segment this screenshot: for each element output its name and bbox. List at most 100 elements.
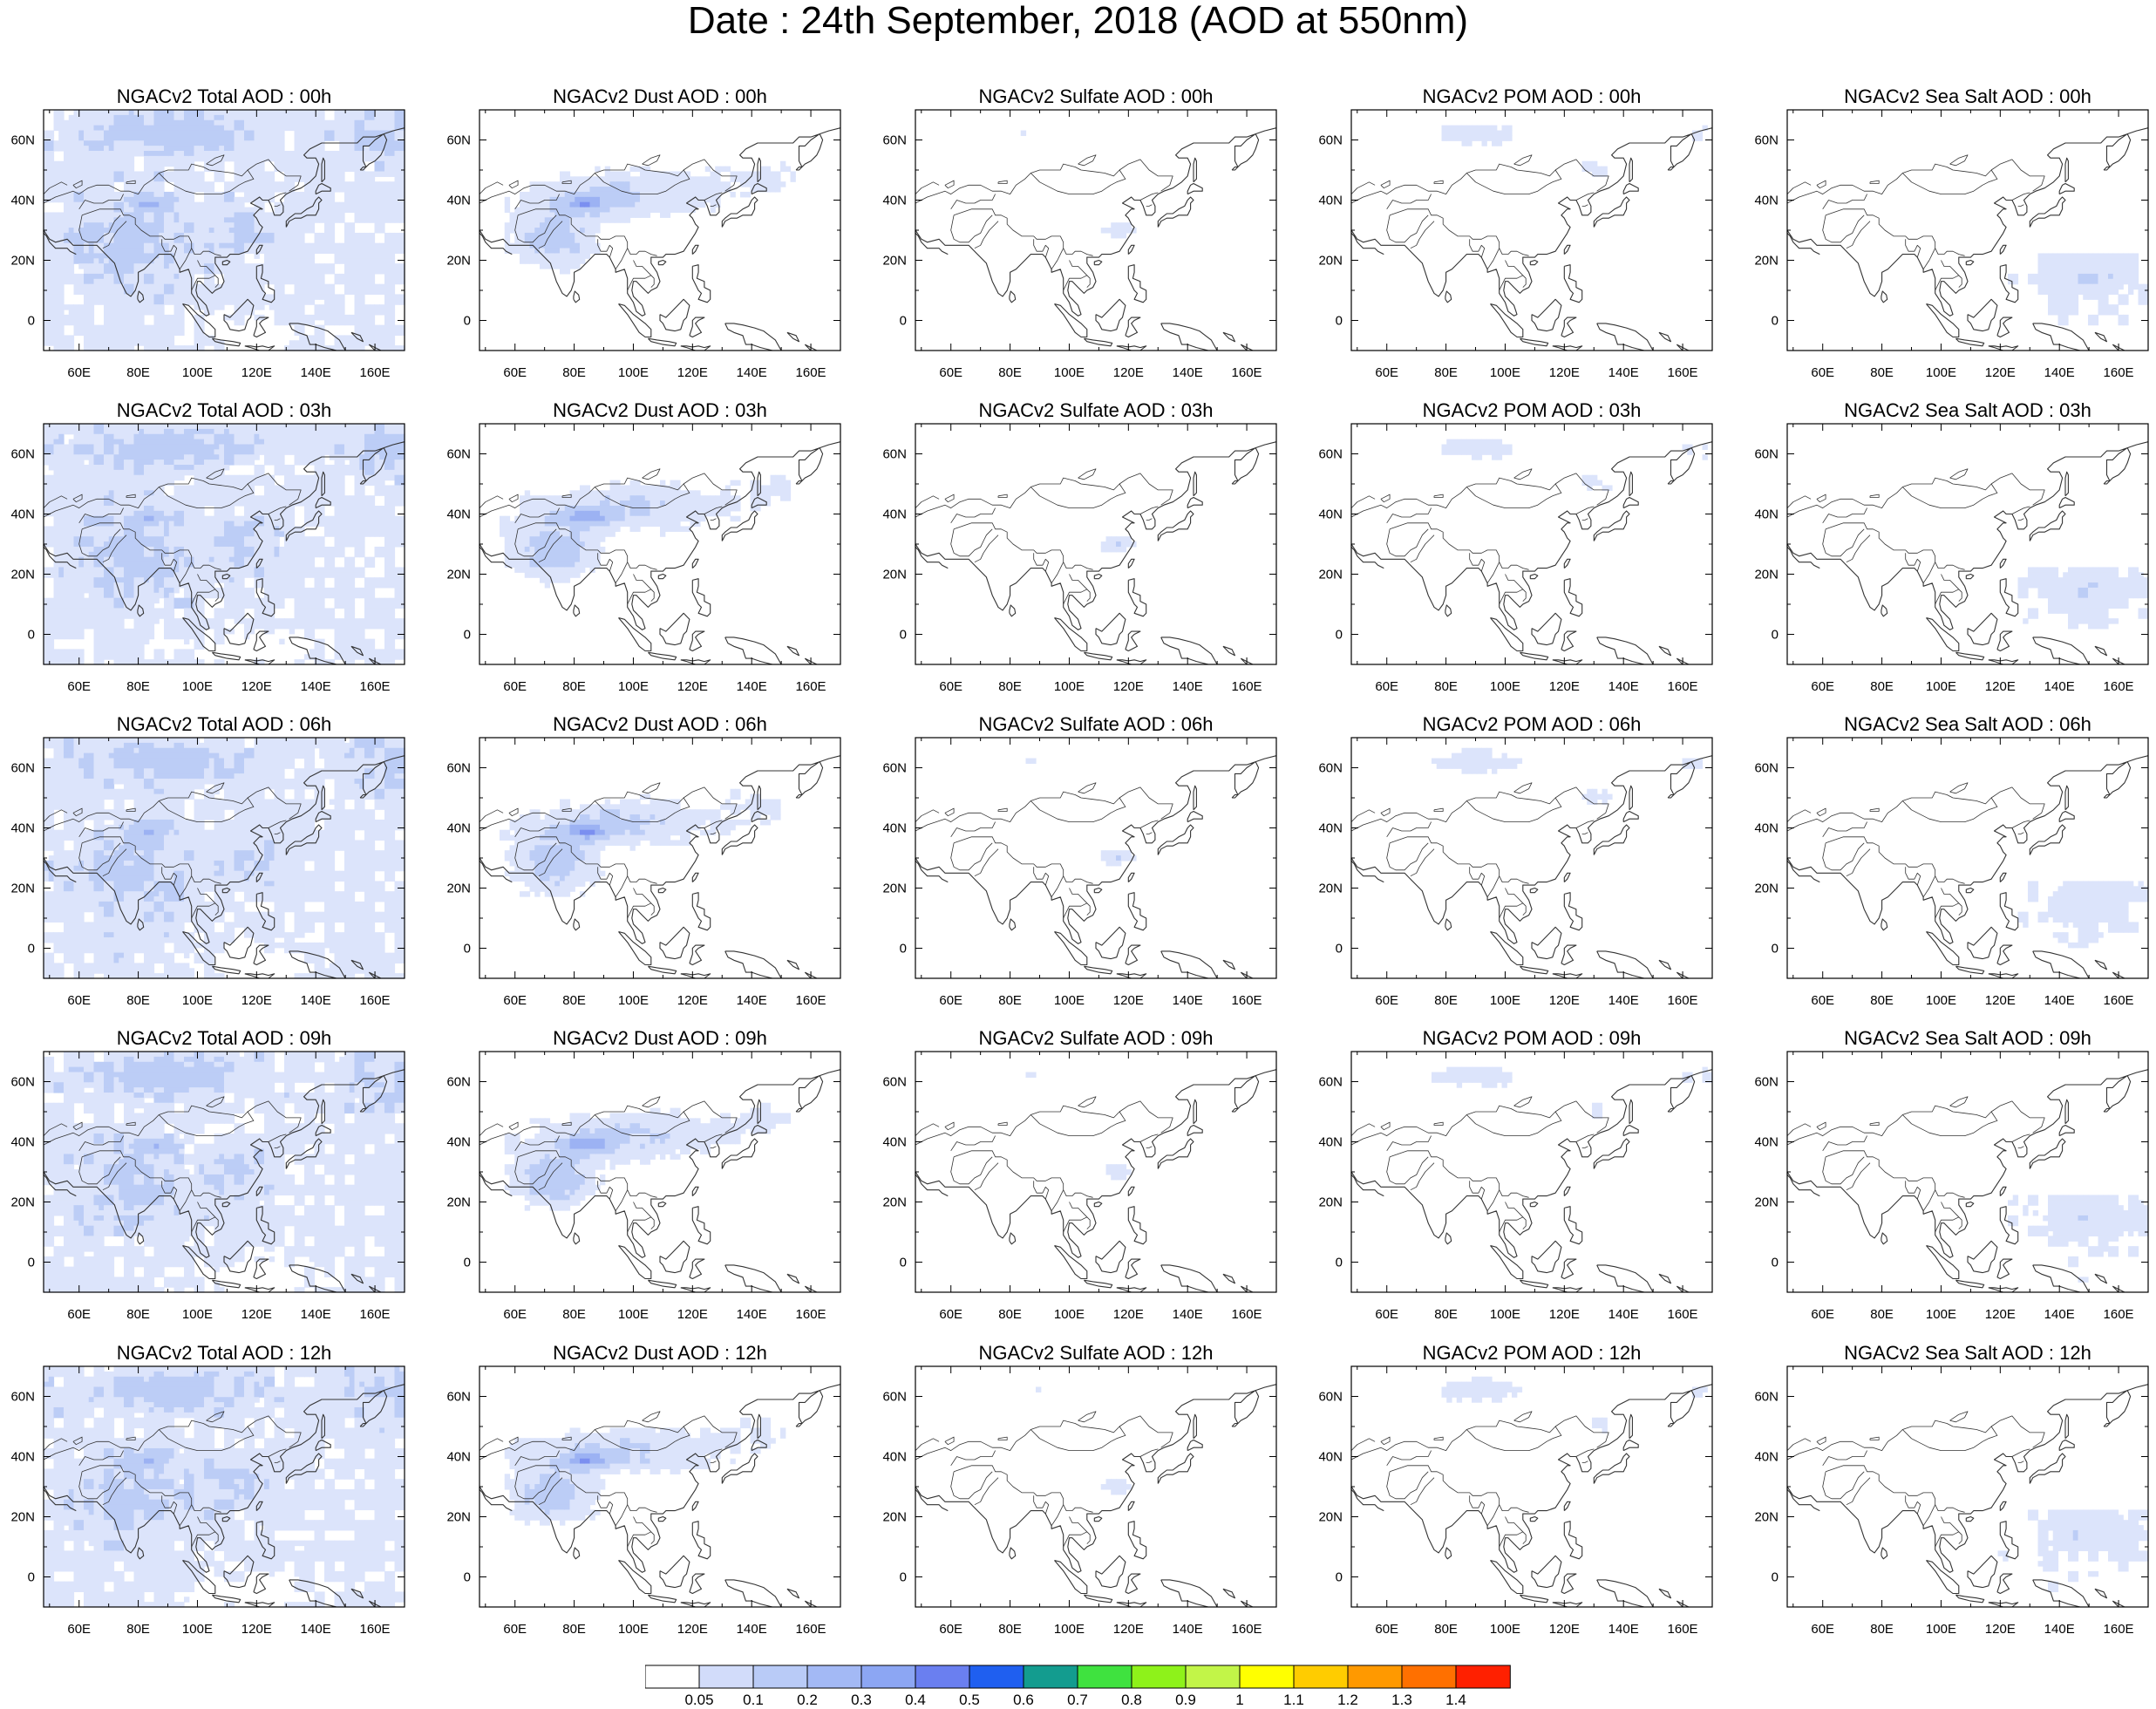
lon-tick-label: 80E <box>1870 1307 1894 1322</box>
lon-tick-label: 80E <box>126 1307 150 1322</box>
lon-tick-label: 60E <box>939 1622 962 1637</box>
lon-tick-label: 60E <box>1811 1622 1834 1637</box>
lat-tick-label: 0 <box>1336 628 1343 643</box>
lon-tick-label: 100E <box>1490 365 1520 380</box>
lon-tick-label: 160E <box>796 365 826 380</box>
lon-tick-label: 140E <box>1608 365 1639 380</box>
panel-title: NGACv2 Dust AOD : 03h <box>445 401 875 420</box>
lon-tick-label: 100E <box>1490 993 1520 1008</box>
colorbar-swatch <box>1132 1665 1186 1688</box>
lakes <box>1381 469 1532 502</box>
lon-tick-label: 140E <box>301 365 331 380</box>
lat-tick-label: 40N <box>446 1450 471 1465</box>
lat-tick-label: 60N <box>882 1075 907 1090</box>
lon-tick-label: 100E <box>1054 365 1085 380</box>
lon-tick-label: 120E <box>677 365 708 380</box>
lon-tick-label: 160E <box>2104 1307 2134 1322</box>
lon-tick-label: 140E <box>2044 1307 2075 1322</box>
lon-tick-label: 140E <box>737 1622 767 1637</box>
lat-tick-label: 0 <box>900 314 907 329</box>
lon-tick-label: 60E <box>939 993 962 1008</box>
lat-tick-label: 60N <box>10 761 35 776</box>
lon-tick-label: 80E <box>126 1622 150 1637</box>
lat-tick-label: 0 <box>464 314 471 329</box>
lat-tick-label: 40N <box>882 507 907 522</box>
lon-tick-label: 120E <box>677 679 708 694</box>
colorbar-label: 0.7 <box>1067 1692 1088 1709</box>
lat-tick-label: 20N <box>1754 568 1779 582</box>
lon-tick-label: 60E <box>1375 993 1398 1008</box>
lon-tick-label: 160E <box>360 365 391 380</box>
lon-tick-label: 100E <box>618 993 649 1008</box>
lat-tick-label: 60N <box>882 761 907 776</box>
lat-tick-label: 20N <box>882 254 907 269</box>
aod-field <box>1442 126 1708 177</box>
lon-tick-label: 160E <box>1668 993 1698 1008</box>
lon-tick-label: 80E <box>1434 1307 1458 1322</box>
lakes <box>945 1097 1096 1130</box>
lon-tick-label: 160E <box>2104 365 2134 380</box>
lakes <box>945 1412 1096 1445</box>
lakes <box>1381 783 1532 816</box>
aod-field <box>1432 748 1703 805</box>
lon-tick-label: 100E <box>1054 993 1085 1008</box>
coastlines <box>915 128 1276 351</box>
lat-tick-label: 20N <box>10 882 35 896</box>
panel-title: NGACv2 Dust AOD : 12h <box>445 1344 875 1363</box>
lon-tick-label: 60E <box>1811 993 1834 1008</box>
lon-tick-label: 120E <box>241 365 272 380</box>
lon-tick-label: 100E <box>182 1622 213 1637</box>
aod-field <box>1101 536 1137 552</box>
aod-field <box>500 789 781 897</box>
lat-tick-label: 20N <box>882 1510 907 1525</box>
colorbar-swatch <box>969 1665 1024 1688</box>
lakes <box>945 469 1096 502</box>
lat-tick-label: 20N <box>10 1195 35 1210</box>
lat-tick-label: 20N <box>10 568 35 582</box>
lakes <box>1381 1412 1532 1445</box>
lon-tick-label: 160E <box>796 1622 826 1637</box>
lat-tick-label: 60N <box>10 133 35 148</box>
lon-tick-label: 100E <box>1054 679 1085 694</box>
coastlines <box>1787 1070 2148 1292</box>
lon-tick-label: 160E <box>1232 679 1262 694</box>
lon-tick-label: 100E <box>182 993 213 1008</box>
lat-tick-label: 60N <box>1754 133 1779 148</box>
colorbar-swatch <box>1348 1665 1402 1688</box>
lon-tick-label: 60E <box>939 679 962 694</box>
lat-tick-label: 20N <box>1754 254 1779 269</box>
lon-tick-label: 160E <box>1232 993 1262 1008</box>
colorbar-swatch <box>1024 1665 1078 1688</box>
lat-tick-label: 20N <box>446 254 471 269</box>
aod-field <box>505 161 796 275</box>
panel-title: NGACv2 Sea Salt AOD : 09h <box>1752 1029 2156 1048</box>
coastlines <box>915 1070 1276 1292</box>
lon-tick-label: 160E <box>1232 1307 1262 1322</box>
lon-tick-label: 100E <box>618 679 649 694</box>
lon-tick-label: 140E <box>301 679 331 694</box>
lon-tick-label: 120E <box>1549 993 1580 1008</box>
lon-tick-label: 80E <box>562 993 586 1008</box>
colorbar-swatch <box>699 1665 753 1688</box>
lat-tick-label: 60N <box>1318 761 1343 776</box>
aod-field <box>1026 1072 1132 1180</box>
colorbar-swatch <box>807 1665 861 1688</box>
lat-tick-label: 0 <box>464 1256 471 1270</box>
lat-tick-label: 60N <box>1754 1390 1779 1405</box>
lon-tick-label: 80E <box>1434 365 1458 380</box>
lat-tick-label: 0 <box>1336 1570 1343 1585</box>
aod-field <box>2018 567 2149 629</box>
panel-title: NGACv2 Total AOD : 06h <box>9 715 439 734</box>
